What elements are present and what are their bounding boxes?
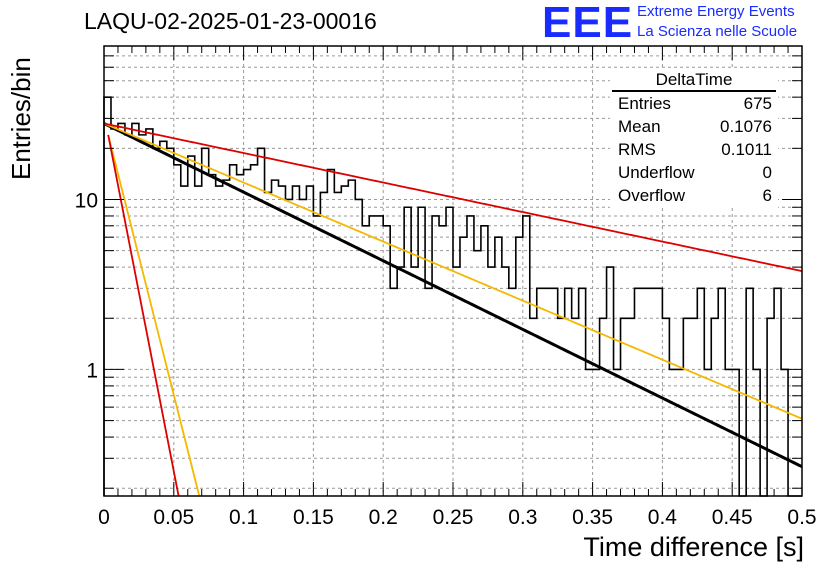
eee-tagline-2: La Scienza nelle Scuole: [637, 23, 798, 40]
stats-box-background: [610, 70, 778, 208]
eee-logo: EEE: [542, 0, 634, 47]
fit-curve: [104, 122, 802, 272]
fit-curve: [107, 134, 201, 496]
x-tick-label: 0.5: [787, 506, 816, 529]
x-tick-label: 0.05: [153, 506, 194, 529]
stats-row: Underflow 0: [612, 161, 776, 184]
stats-box: DeltaTime Entries 675 Mean 0.1076 RMS 0.…: [612, 70, 776, 207]
stats-box-title: DeltaTime: [612, 70, 776, 92]
stats-label: Overflow: [618, 186, 686, 205]
stats-label: Entries: [618, 94, 671, 113]
x-tick-label: 0.35: [572, 506, 613, 529]
x-axis-label: Time difference [s]: [583, 532, 804, 562]
x-tick-label: 0.15: [293, 506, 334, 529]
x-tick-label: 0.1: [229, 506, 258, 529]
stats-value: 6: [762, 186, 772, 205]
y-tick-label: 10: [75, 189, 98, 212]
fit-curve: [107, 134, 180, 496]
stats-value: 0.1076: [720, 117, 772, 136]
x-tick-label: 0.3: [508, 506, 537, 529]
stats-value: 0: [762, 163, 772, 182]
stats-value: 0.1011: [721, 140, 772, 159]
x-tick-label: 0.45: [712, 506, 753, 529]
x-tick-label: 0.25: [433, 506, 474, 529]
fit-curve: [104, 122, 802, 469]
histogram-title: LAQU-02-2025-01-23-00016: [84, 8, 377, 34]
stats-label: Mean: [618, 117, 661, 136]
stats-row: Overflow 6: [612, 184, 776, 207]
stats-label: RMS: [618, 140, 656, 159]
x-tick-label: 0.4: [648, 506, 678, 529]
stats-value: 675: [743, 94, 772, 113]
stats-label: Underflow: [618, 163, 695, 182]
stats-row: RMS 0.1011: [612, 138, 776, 161]
x-tick-label: 0.2: [369, 506, 398, 529]
y-tick-label: 1: [86, 359, 98, 382]
y-axis-label: Entries/bin: [6, 57, 36, 180]
stats-row: Mean 0.1076: [612, 115, 776, 138]
fit-curve: [104, 122, 802, 420]
eee-tagline-1: Extreme Energy Events: [637, 3, 795, 20]
x-tick-label: 0: [98, 506, 110, 529]
stats-row: Entries 675: [612, 92, 776, 115]
